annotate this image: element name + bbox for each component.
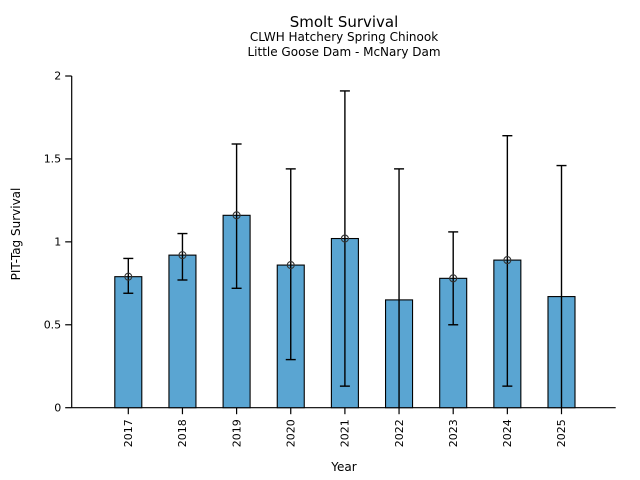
point-marker-2021 bbox=[340, 234, 349, 243]
point-marker-2023 bbox=[449, 274, 458, 283]
x-tick-label-2025: 2025 bbox=[555, 419, 568, 447]
x-tick-label-2021: 2021 bbox=[339, 419, 352, 447]
y-tick-label: 0.5 bbox=[44, 319, 62, 332]
x-tick-label-2024: 2024 bbox=[501, 419, 514, 447]
y-tick-label: 1.5 bbox=[44, 153, 62, 166]
x-tick-label-2023: 2023 bbox=[447, 419, 460, 447]
y-tick-label: 1 bbox=[54, 236, 61, 249]
x-tick-label-2018: 2018 bbox=[176, 419, 189, 447]
point-marker-2019 bbox=[232, 211, 241, 220]
x-tick-label-2017: 2017 bbox=[122, 419, 135, 447]
y-tick-label: 2 bbox=[54, 70, 61, 83]
x-tick-label-2022: 2022 bbox=[393, 419, 406, 447]
x-tick-label-2020: 2020 bbox=[284, 419, 297, 447]
x-axis-label: Year bbox=[331, 460, 357, 474]
x-tick-label-2019: 2019 bbox=[230, 419, 243, 447]
y-tick-label: 0 bbox=[54, 401, 61, 414]
point-marker-2024 bbox=[503, 256, 512, 265]
y-axis-label-text: PIT-Tag Survival bbox=[9, 187, 23, 281]
bar-2017 bbox=[114, 276, 143, 409]
point-marker-2020 bbox=[286, 261, 295, 270]
point-marker-2017 bbox=[124, 272, 133, 281]
point-marker-2018 bbox=[178, 251, 187, 260]
